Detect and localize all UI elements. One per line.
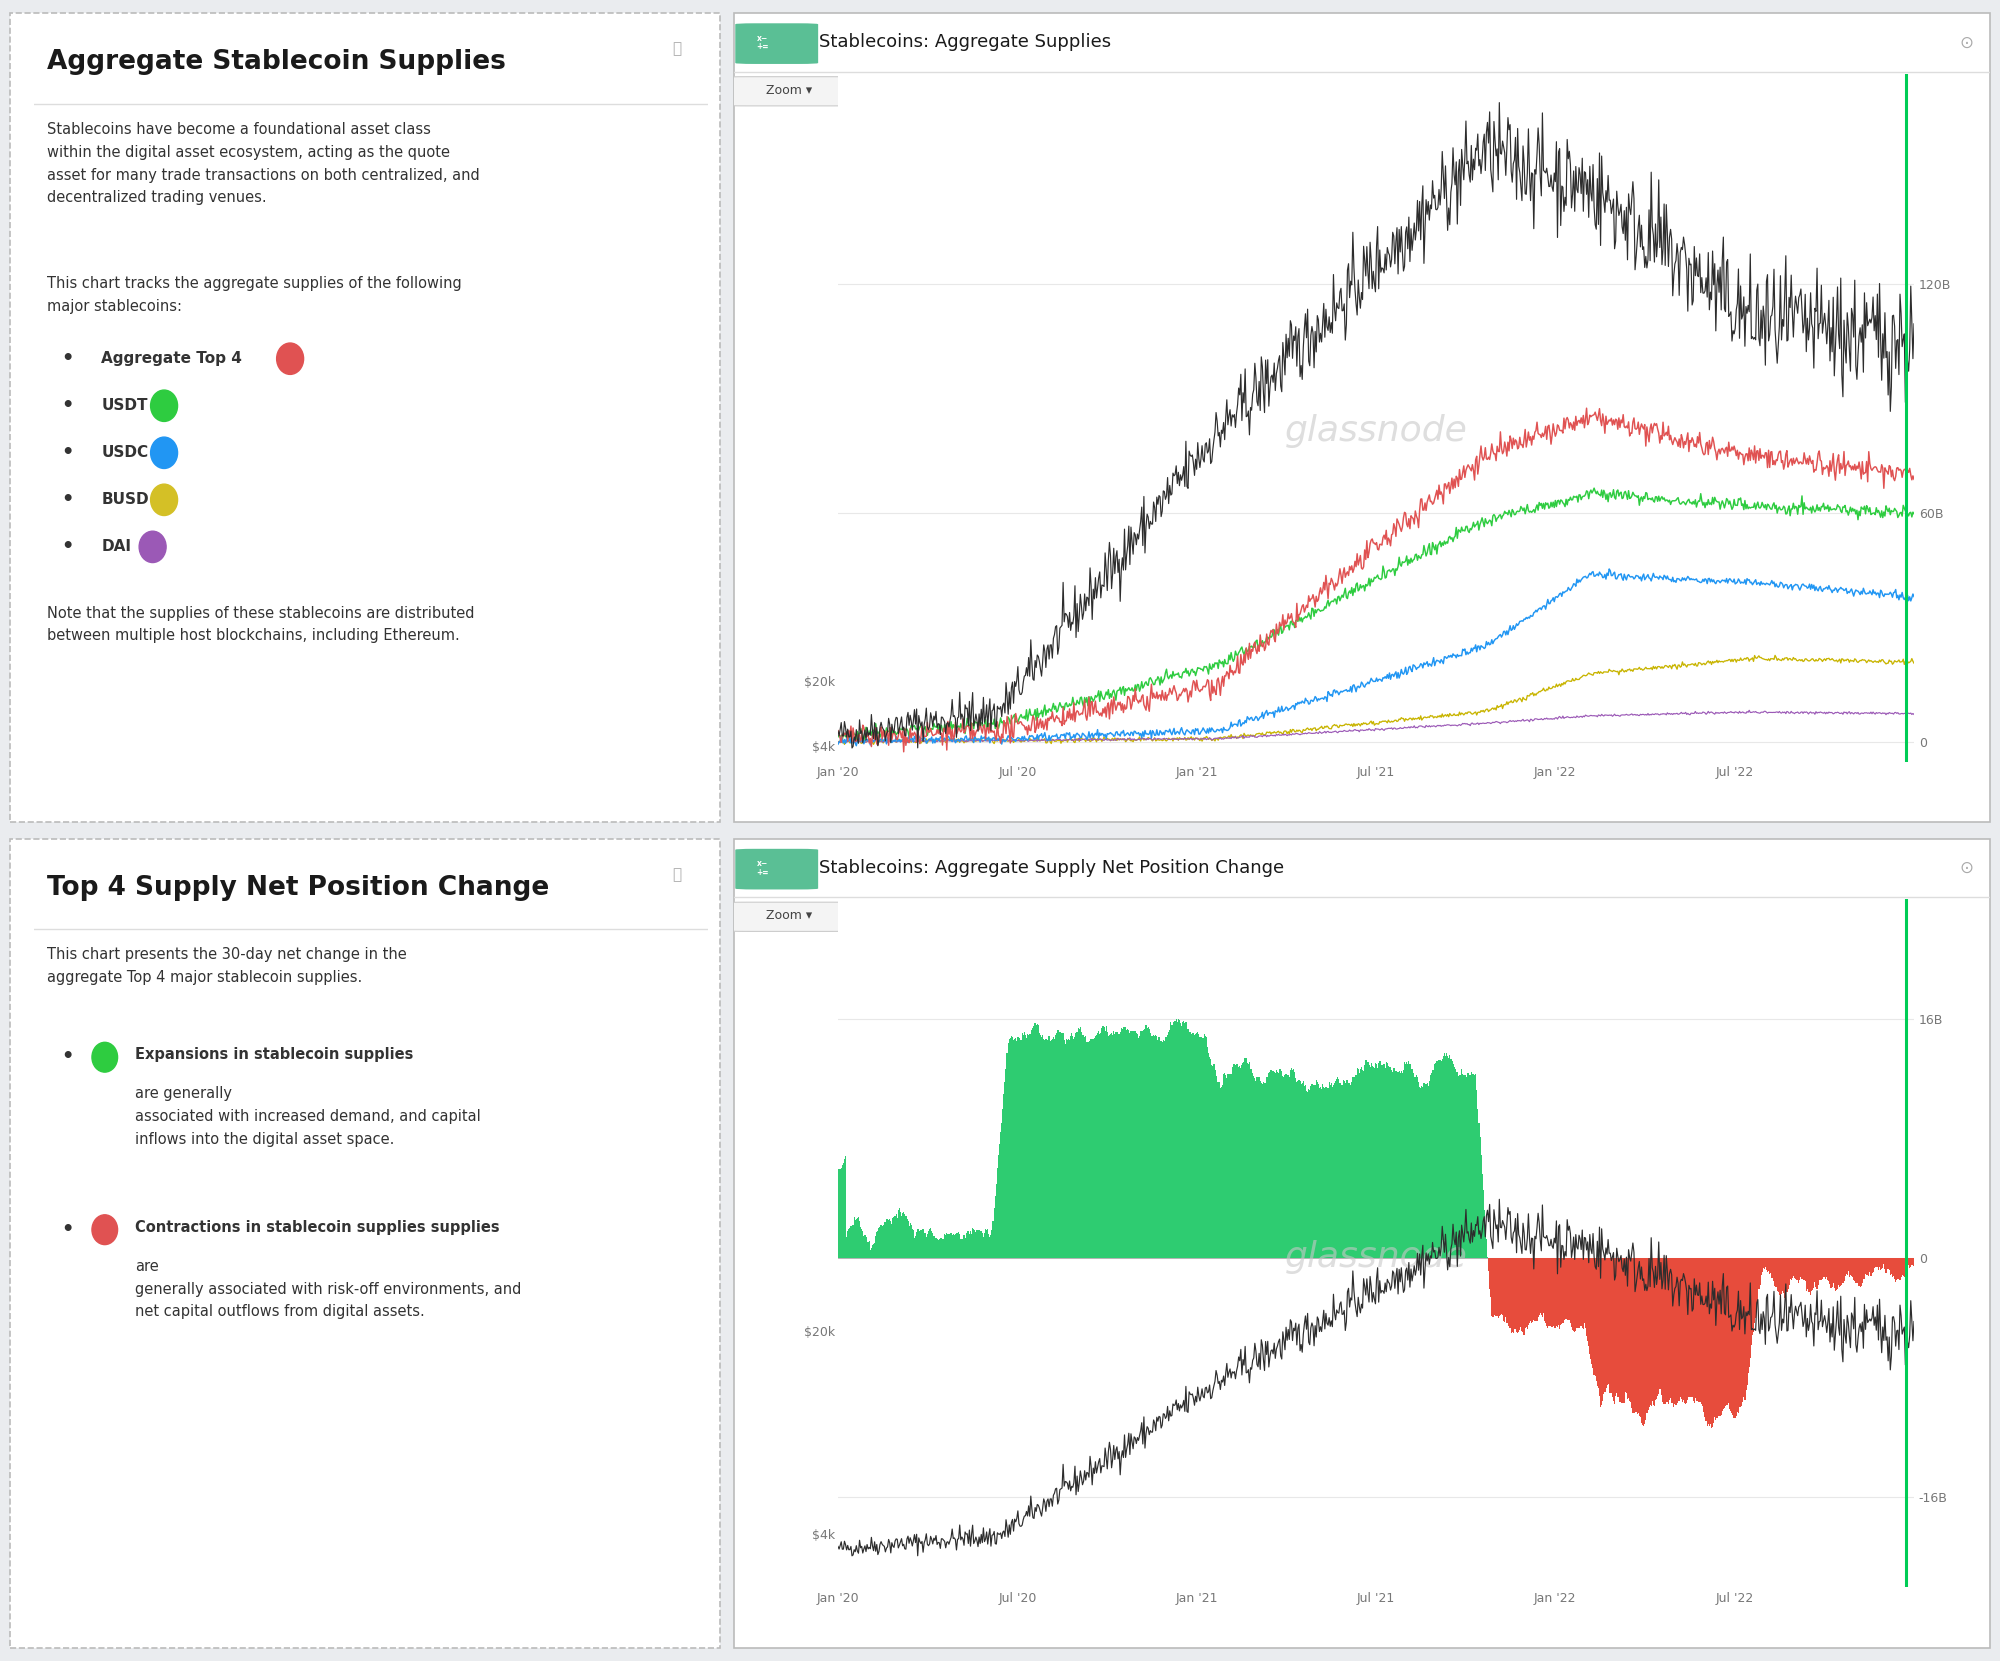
FancyBboxPatch shape [736,849,818,889]
Text: Zoom ▾: Zoom ▾ [766,909,812,922]
Circle shape [150,437,178,468]
Circle shape [92,1043,118,1071]
Text: Stablecoins: Aggregate Supplies: Stablecoins: Aggregate Supplies [820,33,1112,51]
Text: This chart tracks the aggregate supplies of the following
major stablecoins:: This chart tracks the aggregate supplies… [48,276,462,314]
Text: Stablecoins: Aggregate Supply Net Position Change: Stablecoins: Aggregate Supply Net Positi… [820,859,1284,877]
FancyBboxPatch shape [736,23,818,63]
Circle shape [92,1214,118,1244]
Text: x−
+=: x− += [756,859,770,877]
Text: are
generally associated with risk-off environments, and
net capital outflows fr: are generally associated with risk-off e… [136,1259,522,1319]
Text: ⊙: ⊙ [1960,33,1974,51]
Text: •: • [60,538,74,556]
Text: •: • [60,1219,74,1239]
Text: USDT: USDT [102,399,148,414]
Circle shape [150,390,178,422]
Circle shape [140,532,166,563]
Text: ⊙: ⊙ [1960,859,1974,877]
Text: BUSD: BUSD [102,492,150,507]
Text: Zoom ▾: Zoom ▾ [766,83,812,96]
Text: $4k: $4k [812,1530,834,1541]
Text: $20k: $20k [804,676,834,689]
Text: •: • [60,490,74,510]
Text: Aggregate Top 4: Aggregate Top 4 [102,350,242,365]
Text: ⤢: ⤢ [672,42,682,56]
Text: glassnode: glassnode [1284,1241,1468,1274]
Text: This chart presents the 30-day net change in the
aggregate Top 4 major stablecoi: This chart presents the 30-day net chang… [48,947,408,985]
Text: •: • [60,349,74,369]
FancyBboxPatch shape [724,902,856,932]
Text: Note that the supplies of these stablecoins are distributed
between multiple hos: Note that the supplies of these stableco… [48,606,474,643]
Circle shape [276,344,304,374]
Text: •: • [60,1046,74,1066]
Text: ⤢: ⤢ [672,867,682,882]
Text: Aggregate Stablecoin Supplies: Aggregate Stablecoin Supplies [48,50,506,75]
Text: Expansions in stablecoin supplies: Expansions in stablecoin supplies [136,1046,414,1061]
Text: USDC: USDC [102,445,148,460]
Text: glassnode: glassnode [1284,415,1468,448]
Circle shape [150,483,178,515]
Text: $4k: $4k [812,741,834,754]
Text: are generally
associated with increased demand, and capital
inflows into the dig: are generally associated with increased … [136,1086,480,1146]
FancyBboxPatch shape [724,76,856,106]
Text: Contractions in stablecoin supplies supplies: Contractions in stablecoin supplies supp… [136,1219,500,1234]
Text: $20k: $20k [804,1327,834,1339]
Text: •: • [60,443,74,462]
Text: DAI: DAI [102,540,132,555]
Text: x−
+=: x− += [756,33,770,51]
Text: •: • [60,397,74,415]
Text: Top 4 Supply Net Position Change: Top 4 Supply Net Position Change [48,875,550,900]
Text: Stablecoins have become a foundational asset class
within the digital asset ecos: Stablecoins have become a foundational a… [48,121,480,206]
